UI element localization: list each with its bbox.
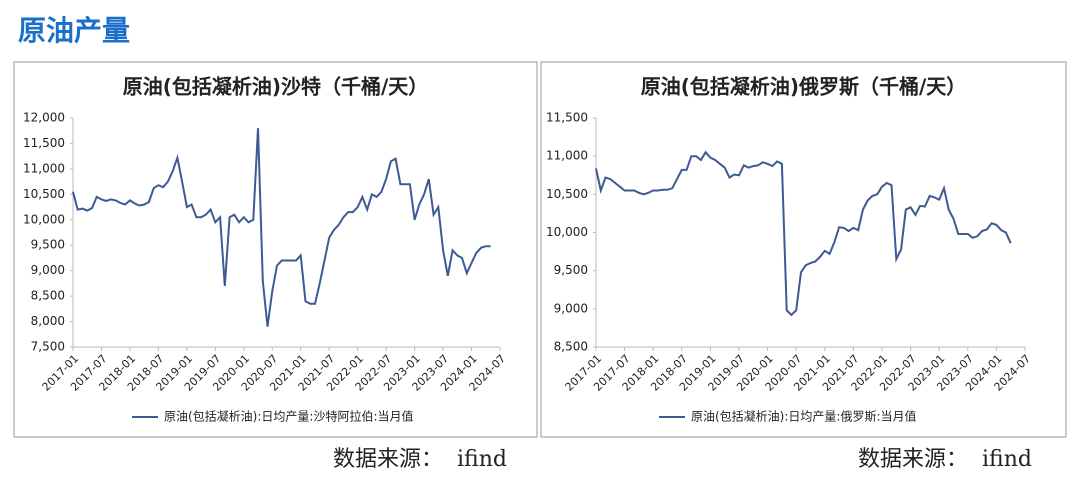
- y-tick-label: 8,500: [554, 340, 588, 354]
- chart-title: 原油(包括凝析油)沙特（千桶/天）: [123, 75, 429, 99]
- y-tick-label: 11,000: [23, 161, 65, 175]
- y-tick-label: 10,000: [546, 225, 588, 239]
- legend-label: 原油(包括凝析油):日均产量:俄罗斯:当月值: [691, 409, 917, 424]
- y-tick-label: 12,000: [23, 111, 65, 125]
- source-note: 数据来源： ifind: [333, 447, 507, 472]
- y-tick-label: 8,000: [31, 314, 65, 328]
- source-note: 数据来源： ifind: [858, 447, 1032, 472]
- chart-title: 原油(包括凝析油)俄罗斯（千桶/天）: [641, 75, 967, 99]
- data-line: [595, 150, 1012, 317]
- panel: [13, 61, 538, 438]
- y-tick-label: 10,500: [23, 187, 65, 201]
- y-tick-label: 7,500: [31, 340, 65, 354]
- data-line: [72, 128, 491, 327]
- legend-label: 原油(包括凝析油):日均产量:沙特阿拉伯:当月值: [164, 409, 414, 424]
- y-tick-label: 11,500: [23, 136, 65, 150]
- y-tick-label: 10,000: [23, 212, 65, 226]
- y-tick-label: 10,500: [546, 187, 588, 201]
- panel: [540, 61, 1067, 438]
- y-tick-label: 9,000: [31, 263, 65, 277]
- y-tick-label: 11,000: [546, 149, 588, 163]
- y-tick-label: 9,500: [31, 238, 65, 252]
- y-tick-label: 9,000: [554, 301, 588, 315]
- y-tick-label: 11,500: [546, 111, 588, 125]
- y-tick-label: 9,500: [554, 263, 588, 277]
- y-tick-label: 8,500: [31, 289, 65, 303]
- page-title: 原油产量: [18, 14, 130, 47]
